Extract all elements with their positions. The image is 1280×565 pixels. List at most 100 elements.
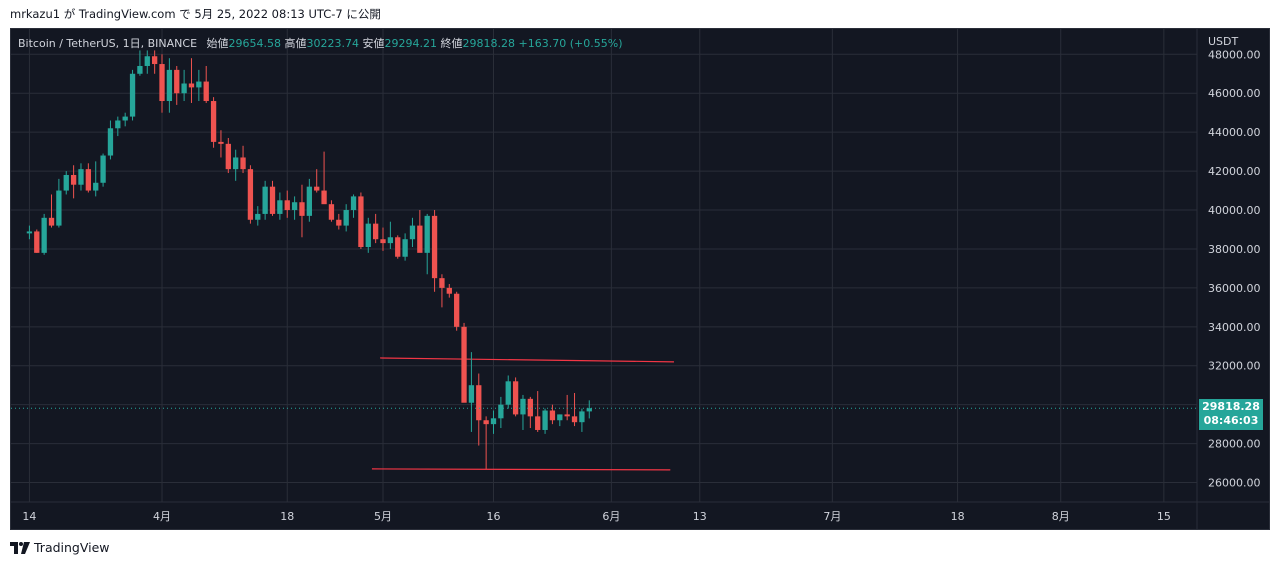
candle [409,217,416,248]
trendline[interactable] [371,468,671,471]
candle [535,391,541,432]
candle-body [321,190,327,205]
candle [350,194,357,218]
candle-body [417,225,423,253]
candle [218,130,224,158]
candle-body [107,128,114,156]
x-tick-label: 6月 [602,510,620,523]
candle [255,206,261,226]
candle-body [520,398,526,415]
candle-body [380,239,386,244]
candle-body [240,157,246,170]
candle-body [262,186,268,214]
candle [70,165,77,199]
currency-label[interactable]: USDT [1208,35,1239,48]
candle [26,225,33,240]
candle [93,161,99,197]
open-value: 29654.58 [228,37,282,50]
candle-body [174,69,180,94]
candle [225,138,231,174]
candle [277,192,283,220]
x-tick-label: 5月 [374,510,392,523]
candle-body [100,155,106,183]
x-tick-label: 13 [693,510,707,523]
candle [395,235,401,259]
candle-body [549,410,556,421]
candle [564,394,570,421]
candle-body [210,101,217,142]
candle-body [409,225,416,240]
x-axis-labels: 14 4月 18 5月 16 6月 13 7月 18 8月 15 [22,510,1170,523]
y-tick-label: 42000.00 [1208,165,1261,178]
x-tick-label: 7月 [823,510,841,523]
candle [402,233,408,261]
trendline-layer [371,357,674,471]
change-value: +163.70 (+0.55%) [518,37,623,50]
candle-body [56,190,62,226]
candle-body [468,385,475,403]
symbol-label: Bitcoin / TetherUS, 1日, BINANCE [18,37,198,50]
candle-body [85,169,91,191]
candle-body [137,65,143,74]
candle-body [159,64,165,102]
candle-body [218,141,224,144]
candle-body [424,215,430,253]
candle [483,416,489,469]
candle [196,69,202,102]
candle-body [188,83,195,88]
chart-panel[interactable] [10,28,1270,530]
candle-body [336,219,342,226]
candle [181,69,187,102]
y-tick-label: 40000.00 [1208,204,1261,217]
footer-brand[interactable]: TradingView [10,540,110,555]
candle-body [41,217,47,253]
candle-body [505,381,511,405]
last-price-tag: 29818.28 08:46:03 [1199,399,1263,430]
y-tick-label: 34000.00 [1208,321,1261,334]
candle [41,213,47,255]
y-tick-label: 48000.00 [1208,48,1261,61]
candle [586,400,592,419]
candle-body [328,204,335,220]
candle [137,50,143,76]
low-label: 安値 [362,37,385,50]
y-tick-label: 26000.00 [1208,477,1261,490]
candle [284,190,290,218]
candle [328,200,335,222]
candle-body [365,223,371,248]
candle [306,178,312,222]
x-tick-label: 8月 [1052,510,1070,523]
candle [48,194,55,228]
y-tick-label: 32000.00 [1208,360,1261,373]
candle-body [542,410,548,430]
candle-body [299,202,305,216]
candle [291,196,298,220]
candle [380,227,386,251]
candle [542,408,548,434]
candle-body [372,223,379,240]
candle-body [527,398,533,417]
candle [203,65,209,103]
candle-body [358,196,364,248]
tradingview-logo-icon [10,541,30,554]
candle-body [225,143,231,170]
candle-body [48,217,55,226]
candle-body [277,200,283,214]
close-label: 終値 [440,37,463,50]
candle [557,414,563,427]
high-value: 30223.74 [306,37,360,50]
candle-body [144,56,150,66]
candle [417,210,423,253]
candle-layer [26,50,592,469]
candle-body [446,287,452,294]
candle-body [557,414,563,421]
candle-body [93,182,99,191]
candle [424,213,430,275]
candle [358,192,364,249]
x-tick-label: 18 [951,510,965,523]
candle [262,180,268,220]
candle [454,291,460,331]
candle-body [70,174,77,185]
trendline[interactable] [380,357,674,363]
